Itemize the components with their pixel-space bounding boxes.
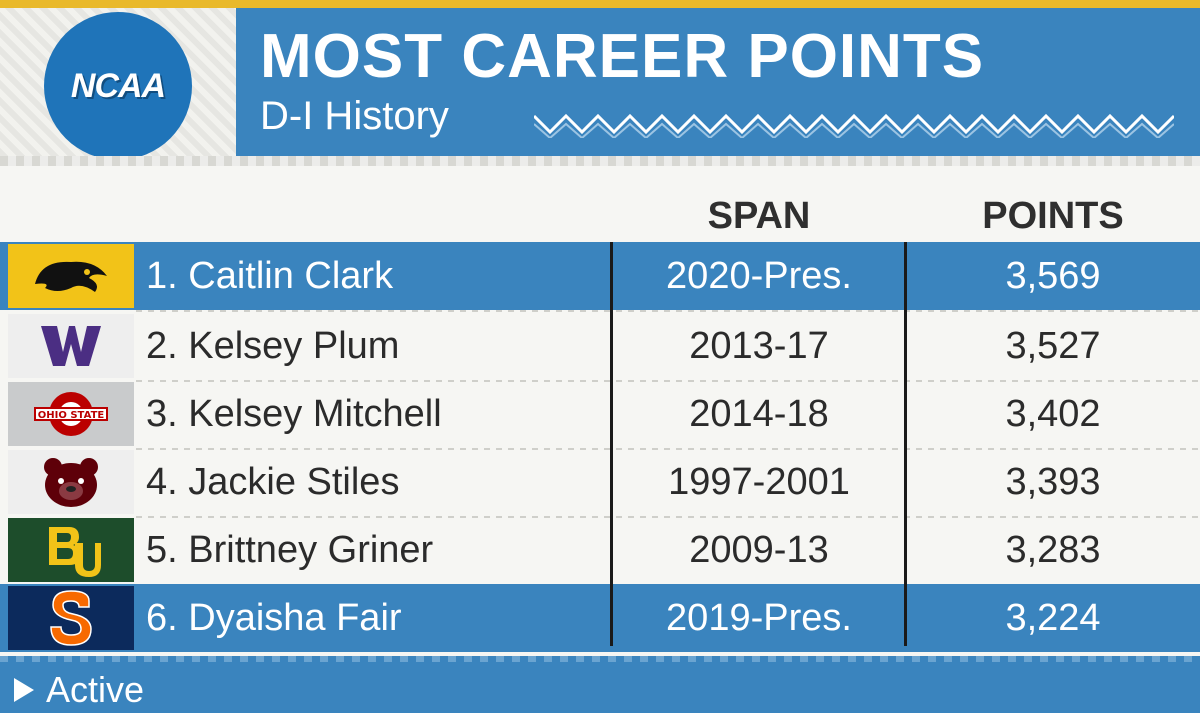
ohio-state-icon: OHIO STATE <box>8 382 134 446</box>
table-top-border <box>0 156 1200 166</box>
active-legend-label: Active <box>46 669 145 710</box>
rankings-table: SPAN POINTS 1. Caitlin Clark 2020-Pres. … <box>0 156 1200 656</box>
span-value: 2020-Pres. <box>666 255 852 297</box>
table-row: 6. Dyaisha Fair 2019-Pres. 3,224 <box>0 584 1200 652</box>
player-name: 1. Caitlin Clark <box>146 255 394 297</box>
points-value: 3,393 <box>1005 461 1101 503</box>
span-value: 2013-17 <box>689 325 829 367</box>
span-value: 1997-2001 <box>668 461 850 503</box>
syracuse-s-icon <box>8 586 134 650</box>
points-value: 3,402 <box>1005 393 1101 435</box>
span-value: 2009-13 <box>689 529 829 571</box>
footer-legend: Active <box>0 656 1200 713</box>
span-value: 2019-Pres. <box>666 597 852 639</box>
page-subtitle: D-I History <box>260 94 449 138</box>
iowa-hawkeye-icon <box>8 244 134 308</box>
points-value: 3,224 <box>1005 597 1101 639</box>
baylor-bu-icon <box>8 518 134 582</box>
span-column-header: SPAN <box>707 195 811 237</box>
table-row: 4. Jackie Stiles 1997-2001 3,393 <box>0 448 1200 516</box>
top-gold-strip <box>0 0 1200 8</box>
column-divider <box>610 242 613 646</box>
player-name: 4. Jackie Stiles <box>146 461 400 503</box>
footer-border <box>0 656 1200 662</box>
player-name: 6. Dyaisha Fair <box>146 597 402 639</box>
play-triangle-icon <box>14 678 34 702</box>
points-column-header: POINTS <box>982 195 1124 237</box>
row-divider <box>136 448 1200 450</box>
table-row: 5. Brittney Griner 2009-13 3,283 <box>0 516 1200 584</box>
points-value: 3,527 <box>1005 325 1101 367</box>
washington-w-icon <box>8 314 134 378</box>
title-panel: MOST CAREER POINTS D-I History <box>236 8 1200 156</box>
row-divider <box>136 310 1200 312</box>
table-row: 1. Caitlin Clark 2020-Pres. 3,569 <box>0 242 1200 310</box>
player-name: 2. Kelsey Plum <box>146 325 400 367</box>
missouri-state-bear-icon <box>8 450 134 514</box>
svg-text:OHIO STATE: OHIO STATE <box>38 410 105 421</box>
row-divider <box>136 516 1200 518</box>
ncaa-logo-text: NCAA <box>70 66 166 105</box>
page-title: MOST CAREER POINTS <box>260 22 985 91</box>
table-row: OHIO STATE 3. Kelsey Mitchell 2014-18 3,… <box>0 380 1200 448</box>
player-name: 5. Brittney Griner <box>146 529 434 571</box>
column-divider <box>904 242 907 646</box>
table-row: 2. Kelsey Plum 2013-17 3,527 <box>0 312 1200 380</box>
header: NCAA MOST CAREER POINTS D-I History <box>0 8 1200 160</box>
player-name: 3. Kelsey Mitchell <box>146 393 442 435</box>
span-value: 2014-18 <box>689 393 829 435</box>
row-divider <box>136 380 1200 382</box>
points-value: 3,283 <box>1005 529 1101 571</box>
points-value: 3,569 <box>1005 255 1101 297</box>
ncaa-logo-icon: NCAA <box>44 12 192 160</box>
zigzag-decoration-icon <box>534 113 1174 138</box>
